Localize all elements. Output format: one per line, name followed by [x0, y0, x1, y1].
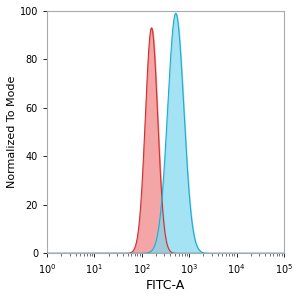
Y-axis label: Normalized To Mode: Normalized To Mode: [7, 76, 17, 188]
X-axis label: FITC-A: FITC-A: [146, 279, 185, 292]
